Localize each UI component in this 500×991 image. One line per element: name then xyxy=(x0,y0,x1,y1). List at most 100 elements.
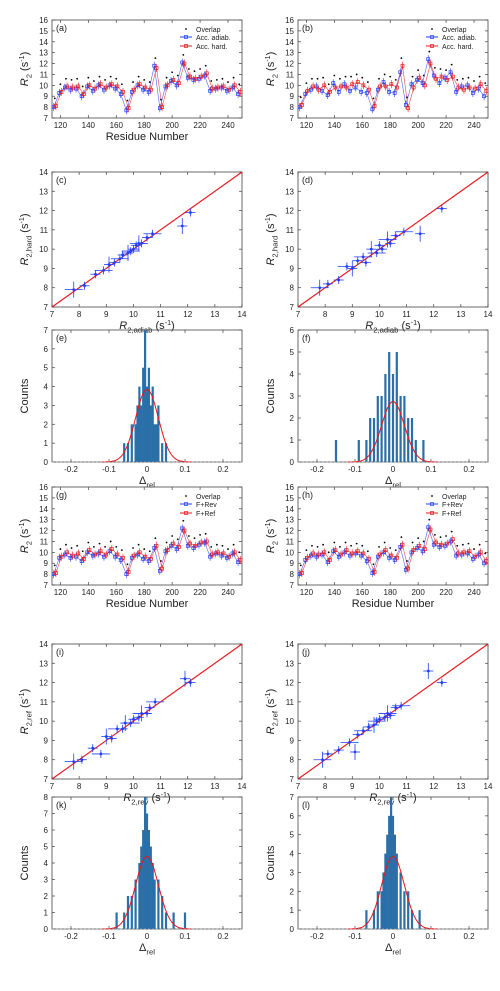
data-point xyxy=(232,83,237,88)
y-axis-label: R2 (s-1) xyxy=(264,519,279,554)
histogram-bar xyxy=(369,418,372,462)
data-point xyxy=(462,87,466,92)
data-point xyxy=(372,104,377,108)
data-point xyxy=(400,542,405,547)
legend-marker xyxy=(184,35,188,39)
data-point xyxy=(51,105,56,109)
data-point xyxy=(476,552,481,557)
y-tick-label: 13 xyxy=(39,49,48,58)
data-point xyxy=(165,83,170,88)
data-point xyxy=(297,572,302,576)
data-point xyxy=(423,83,427,88)
overlap-dot xyxy=(137,75,140,78)
histogram-bar xyxy=(138,386,141,462)
overlap-dot xyxy=(193,70,196,73)
x-tick-label: 9 xyxy=(104,782,109,791)
y-tick-label: 11 xyxy=(286,226,295,235)
histogram-bar xyxy=(365,910,368,929)
histogram-bar xyxy=(147,367,150,462)
data-point xyxy=(383,548,388,553)
data-point xyxy=(367,87,371,92)
data-point xyxy=(68,555,73,560)
x-tick-label: 7 xyxy=(296,310,301,319)
data-point xyxy=(344,85,349,90)
data-point xyxy=(107,83,112,88)
x-tick-label: 10 xyxy=(375,310,384,319)
data-point xyxy=(467,549,472,554)
data-point xyxy=(484,559,489,563)
gaussian-fit-curve xyxy=(347,855,438,930)
overlap-dot xyxy=(339,77,341,80)
data-point xyxy=(406,106,410,111)
legend-overlap-marker xyxy=(431,495,433,497)
y-tick-label: 11 xyxy=(286,537,295,546)
data-point xyxy=(143,554,148,559)
overlap-dot xyxy=(344,541,347,544)
data-point xyxy=(148,706,152,710)
x-tick-label: 240 xyxy=(467,588,481,597)
x-tick-label: -0.1 xyxy=(348,465,362,474)
overlap-dot xyxy=(450,63,453,66)
overlap-dot xyxy=(120,549,123,552)
data-point xyxy=(104,85,109,90)
data-point xyxy=(440,207,444,211)
y-tick-label: 8 xyxy=(44,793,49,802)
histogram-bar xyxy=(372,910,376,929)
x-tick-label: 13 xyxy=(456,310,465,319)
x-tick-label: 120 xyxy=(300,588,314,597)
y-tick-label: 1 xyxy=(290,906,295,915)
histogram-bar xyxy=(376,891,379,929)
y-tick-label: 12 xyxy=(285,207,294,216)
overlap-dot xyxy=(210,80,213,82)
gaussian-fit-curve xyxy=(101,855,192,930)
overlap-dot xyxy=(389,75,392,78)
histogram-bar xyxy=(153,424,156,462)
overlap-dot xyxy=(339,545,341,548)
overlap-dot xyxy=(467,76,470,79)
x-tick-label: -0.1 xyxy=(102,465,116,474)
histogram-bar xyxy=(136,405,139,462)
overlap-dot xyxy=(389,547,392,549)
overlap-dot xyxy=(383,541,386,544)
histogram-bar xyxy=(393,834,396,929)
data-point xyxy=(394,234,398,238)
data-point xyxy=(440,681,444,684)
y-tick-label: 11 xyxy=(40,70,49,79)
data-point xyxy=(216,550,220,555)
overlap-dot xyxy=(445,69,447,71)
y-tick-label: 8 xyxy=(290,103,295,112)
data-point xyxy=(216,85,220,90)
histogram-bar xyxy=(418,910,421,929)
data-point xyxy=(152,63,157,68)
x-tick-label: 8 xyxy=(77,782,82,791)
overlap-dot xyxy=(59,548,62,550)
data-point xyxy=(311,84,315,89)
y-axis-label: Counts xyxy=(19,845,31,880)
histogram-bar xyxy=(144,330,147,462)
data-point xyxy=(454,90,458,94)
panel-label: (f) xyxy=(302,333,311,343)
data-point xyxy=(370,571,375,575)
x-tick-label: 140 xyxy=(328,588,342,597)
data-point xyxy=(372,723,376,727)
data-point xyxy=(359,90,363,94)
x-axis-label: Δrel xyxy=(139,475,155,489)
series-line xyxy=(55,62,241,110)
y-tick-label: 11 xyxy=(40,698,49,707)
data-point xyxy=(132,717,135,721)
y-tick-label: 16 xyxy=(39,16,48,25)
overlap-dot xyxy=(204,64,207,67)
data-point xyxy=(437,81,442,86)
histogram-bar xyxy=(126,896,130,929)
data-point xyxy=(227,87,231,92)
x-tick-label: 180 xyxy=(384,121,398,130)
x-tick-label: 200 xyxy=(411,121,425,130)
legend-marker xyxy=(184,511,188,515)
data-point xyxy=(137,550,142,555)
data-point xyxy=(434,540,438,545)
y-tick-label: 15 xyxy=(39,494,48,503)
x-tick-label: 7 xyxy=(296,782,301,791)
data-point xyxy=(392,91,397,95)
y-tick-label: 1 xyxy=(44,909,49,918)
